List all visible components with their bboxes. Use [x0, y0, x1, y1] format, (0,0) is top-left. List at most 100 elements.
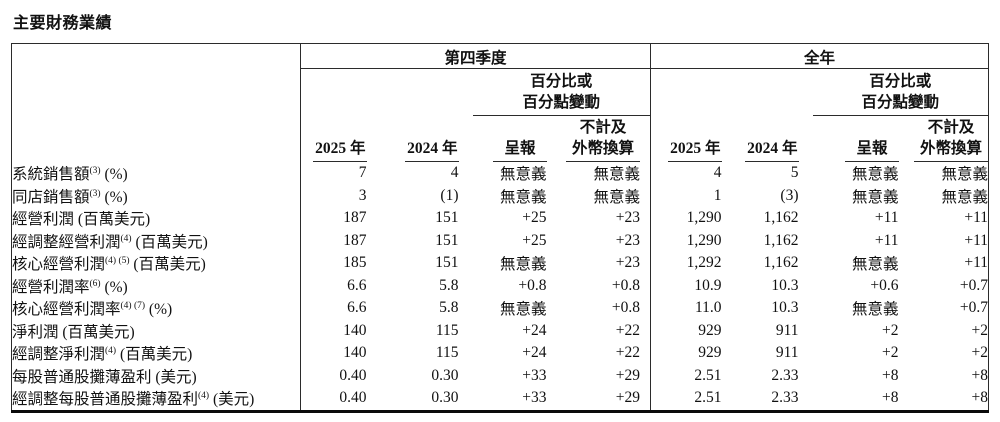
fy-2025-header: 2025 年 — [651, 116, 722, 162]
metric-unit: (%) — [100, 188, 128, 206]
fy-reported-value: +2 — [882, 344, 899, 362]
fy-reported-value: 無意義 — [851, 256, 899, 274]
metric-unit: (百萬美元) — [129, 256, 206, 274]
metric-name: 經調整淨利潤 — [12, 346, 106, 364]
q4-2024-value: 0.30 — [431, 389, 459, 407]
table-row: 淨利潤 (百萬美元) 140 115 +24 +22 929 911 +2 +2 — [11, 319, 989, 342]
footnote-ref: (4) (5) — [105, 256, 130, 267]
fy-2025-value: 929 — [698, 321, 722, 339]
q4-excl-fx-value: +29 — [546, 364, 651, 387]
fy-2024-value: (3) — [780, 186, 799, 204]
fy-2025-value: 1,290 — [686, 231, 722, 249]
metric-unit: (美元) — [151, 368, 197, 386]
fy-2024-value: 1,162 — [763, 231, 799, 249]
column-header-row: 2025 年 2024 年 呈報 不計及 外幣換算 2025 年 2024 年 呈… — [12, 116, 989, 162]
pct-change-label: 百分比或 百分點變動 — [812, 71, 988, 116]
fy-reported-value: +11 — [874, 231, 899, 249]
spacer-cell — [651, 69, 799, 117]
fy-2024-value: 1,162 — [763, 254, 799, 272]
fy-excl-fx-value: +11 — [964, 231, 988, 249]
corner-cell — [11, 43, 301, 162]
fy-excl-fx-value: 無意義 — [941, 188, 988, 206]
fy-section-header: 全年 — [650, 43, 989, 69]
table-row: 經營利潤 (百萬美元) 187 151 +25 +23 1,290 1,162 +11 +11 — [11, 207, 989, 230]
table-row: 經調整每股普通股攤薄盈利(4) (美元) 0.40 0.30 +33 +29 2.51 2.… — [11, 387, 989, 411]
fy-2024-value: 1,162 — [763, 209, 799, 227]
fy-reported-value: +0.6 — [870, 276, 899, 294]
section-header-row: 第四季度 全年 — [11, 43, 989, 162]
row-label: 淨利潤 (百萬美元) — [11, 319, 301, 342]
metric-name: 同店銷售額 — [12, 188, 90, 206]
q4-2025-value: 0.40 — [339, 366, 367, 384]
metric-unit: (美元) — [209, 391, 255, 409]
q4-excl-fx-value: +22 — [546, 342, 651, 365]
metric-name: 淨利潤 — [12, 323, 59, 341]
financial-table: 第四季度 全年 百分比或 百分點變動 百分比或 百分點變動 2025 年 2024 … — [11, 43, 989, 413]
q4-2024-value: 151 — [435, 231, 459, 249]
fy-excl-fx-value: +8 — [971, 389, 989, 407]
q4-reported-value: +25 — [522, 231, 547, 249]
q4-excl-fx-value: +23 — [546, 229, 651, 252]
q4-2024-value: 151 — [435, 209, 459, 227]
fy-reported-value: +2 — [882, 321, 899, 339]
q4-section-header: 第四季度 — [300, 43, 651, 69]
fy-2025-value: 1 — [713, 186, 722, 204]
row-label: 每股普通股攤薄盈利 (美元) — [11, 364, 301, 387]
q4-2025-value: 0.40 — [339, 389, 367, 407]
table-row: 每股普通股攤薄盈利 (美元) 0.40 0.30 +33 +29 2.51 2.33 +8 +8 — [11, 364, 989, 387]
metric-name: 核心經營利潤 — [12, 256, 106, 274]
fy-2024-value: 10.3 — [771, 276, 799, 294]
row-label: 經營利潤 (百萬美元) — [11, 207, 301, 230]
fy-2024-value: 2.33 — [771, 389, 799, 407]
fy-excl-fx-value: +2 — [971, 321, 989, 339]
q4-reported-value: +0.8 — [518, 276, 547, 294]
fy-2025-value: 10.9 — [694, 276, 722, 294]
q4-excl-fx-header: 不計及 外幣換算 — [546, 116, 651, 162]
pct-change-header-row: 百分比或 百分點變動 百分比或 百分點變動 — [12, 68, 989, 117]
q4-2024-value: 5.8 — [439, 276, 459, 294]
table-row: 核心經營利潤(4) (5) (百萬美元) 185 151 無意義 +23 1,292 1,1… — [11, 252, 989, 275]
table-body: 第四季度 全年 百分比或 百分點變動 百分比或 百分點變動 2025 年 2024 … — [11, 43, 989, 411]
q4-reported-value: +24 — [522, 344, 547, 362]
metric-unit: (%) — [100, 166, 128, 184]
metric-name: 經營利潤率 — [12, 278, 90, 296]
row-label: 核心經營利潤(4) (5) (百萬美元) — [11, 252, 301, 275]
q4-excl-fx-value: +0.8 — [546, 297, 651, 320]
q4-2024-value: 0.30 — [431, 366, 459, 384]
footnote-ref: (4) — [198, 391, 210, 402]
fy-2025-value: 929 — [698, 344, 722, 362]
q4-2024-header: 2024 年 — [367, 116, 459, 162]
q4-2024-value: 5.8 — [439, 299, 459, 317]
fy-reported-value: 無意義 — [851, 301, 899, 319]
q4-2025-value: 140 — [343, 344, 367, 362]
fy-excl-fx-value: +0.7 — [959, 276, 988, 294]
q4-2025-value: 7 — [358, 164, 367, 182]
table-row: 系統銷售額(3) (%) 7 4 無意義 無意義 4 5 無意義 無意義 — [11, 162, 989, 185]
q4-excl-fx-value: +0.8 — [546, 274, 651, 297]
metric-name: 經調整經營利潤 — [12, 233, 121, 251]
fy-reported-value: 無意義 — [851, 188, 899, 206]
footnote-ref: (3) — [89, 188, 101, 199]
fy-excl-fx-value: +2 — [971, 344, 989, 362]
table-row: 核心經營利潤率(4) (7) (%) 6.6 5.8 無意義 +0.8 11.0 10.3 無… — [11, 297, 989, 320]
q4-excl-fx-value: +29 — [546, 387, 651, 411]
q4-2024-value: 115 — [435, 321, 459, 339]
q4-reported-value: +24 — [522, 321, 547, 339]
fy-excl-fx-value: 無意義 — [941, 166, 988, 184]
row-label: 經營利潤率(6) (%) — [11, 274, 301, 297]
q4-2025-value: 187 — [343, 209, 367, 227]
row-label: 核心經營利潤率(4) (7) (%) — [11, 297, 301, 320]
fy-2024-header: 2024 年 — [722, 116, 799, 162]
fy-2024-value: 5 — [790, 164, 799, 182]
fy-excl-fx-value: +0.7 — [959, 299, 988, 317]
metric-name: 經營利潤 — [12, 211, 75, 229]
table-row: 同店銷售額(3) (%) 3 (1) 無意義 無意義 1 (3) 無意義 無意義 — [11, 184, 989, 207]
page-title: 主要財務業績 — [13, 15, 113, 32]
fy-reported-value: +8 — [882, 389, 899, 407]
row-label: 同店銷售額(3) (%) — [11, 184, 301, 207]
metric-unit: (百萬美元) — [116, 346, 193, 364]
footnote-ref: (3) — [89, 166, 101, 177]
fy-excl-fx-value: +8 — [971, 366, 989, 384]
q4-2024-value: 4 — [450, 164, 459, 182]
q4-2025-value: 185 — [343, 254, 367, 272]
